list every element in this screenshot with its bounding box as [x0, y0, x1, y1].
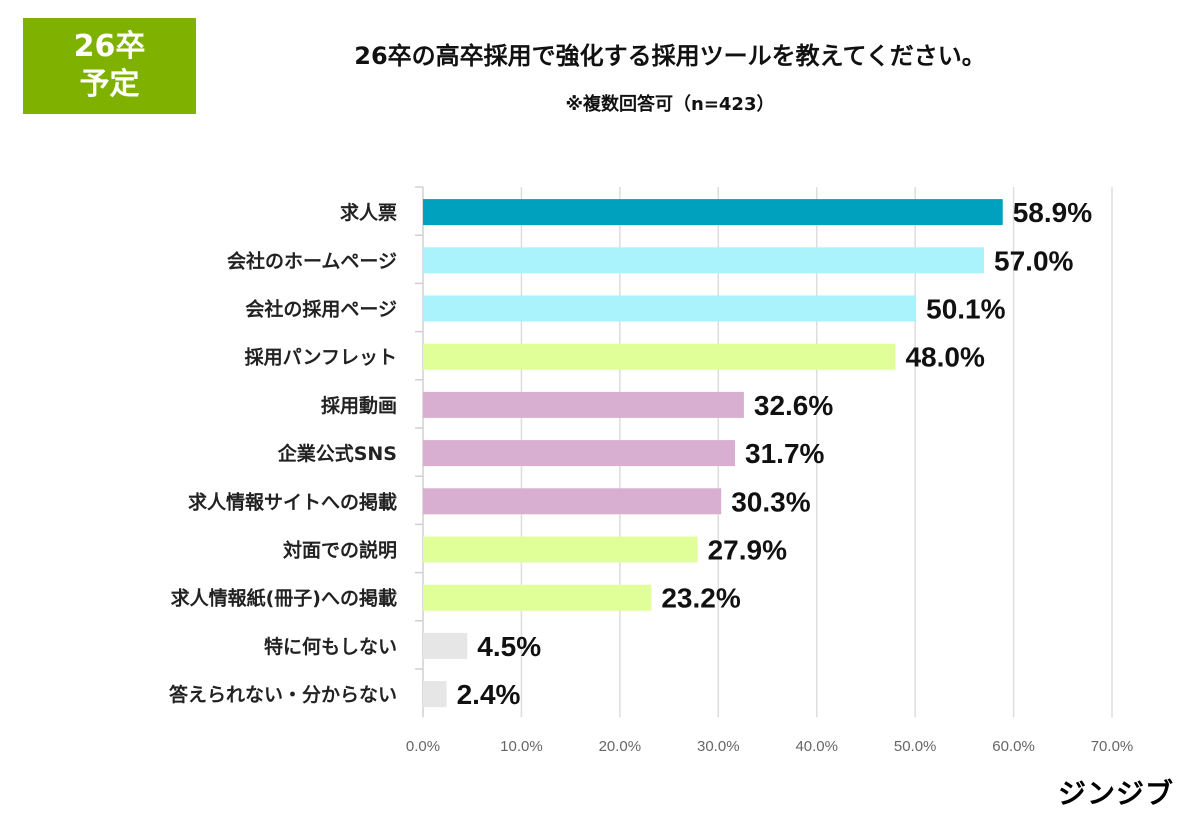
chart-title: 26卒の高卒採用で強化する採用ツールを教えてください。	[354, 42, 986, 70]
value-label: 31.7%	[745, 438, 824, 469]
category-label: 対面での説明	[282, 539, 397, 562]
bar	[423, 440, 736, 467]
category-label: 企業公式SNS	[277, 442, 397, 465]
badge-line1: 26卒	[73, 29, 146, 64]
category-label: 求人情報紙(冊子)への掲載	[171, 587, 397, 610]
bar	[423, 295, 917, 322]
category-label: 答えられない・分からない	[169, 683, 397, 706]
x-tick-label: 0.0%	[406, 738, 440, 755]
category-label: 会社のホームページ	[227, 249, 397, 272]
x-tick-label: 10.0%	[500, 738, 543, 755]
bar	[423, 584, 652, 611]
bar	[423, 681, 447, 708]
bar	[423, 391, 744, 418]
category-label: 求人情報サイトへの掲載	[188, 490, 397, 513]
value-label: 2.4%	[457, 679, 521, 710]
value-label: 57.0%	[994, 245, 1073, 276]
value-label: 32.6%	[754, 390, 833, 421]
x-tick-label: 40.0%	[795, 738, 838, 755]
x-tick-label: 70.0%	[1091, 738, 1134, 755]
x-tick-label: 60.0%	[992, 738, 1035, 755]
x-tick-label: 50.0%	[894, 738, 937, 755]
value-label: 30.3%	[731, 486, 810, 517]
x-tick-label: 20.0%	[599, 738, 642, 755]
value-label: 50.1%	[926, 294, 1005, 325]
bar	[423, 247, 985, 274]
bar	[423, 488, 722, 515]
value-label: 48.0%	[905, 342, 984, 373]
value-label: 23.2%	[661, 583, 740, 614]
category-label: 求人票	[340, 201, 397, 224]
x-tick-label: 30.0%	[697, 738, 740, 755]
bar	[423, 632, 468, 659]
category-label: 特に何もしない	[264, 635, 397, 658]
value-label: 58.9%	[1013, 197, 1092, 228]
badge: 26卒 予定	[23, 18, 196, 114]
bar	[423, 199, 1003, 226]
value-label: 27.9%	[708, 535, 787, 566]
category-label: 採用動画	[321, 395, 397, 417]
value-label: 4.5%	[477, 631, 541, 662]
category-label: 採用パンフレット	[245, 347, 397, 369]
chart-subtitle: ※複数回答可（n=423）	[565, 94, 775, 115]
category-label: 会社の採用ページ	[245, 298, 397, 321]
badge-line2: 予定	[79, 67, 140, 102]
bar	[423, 343, 896, 370]
brand-logo: ジンジブ	[1058, 777, 1175, 810]
bar	[423, 536, 698, 563]
